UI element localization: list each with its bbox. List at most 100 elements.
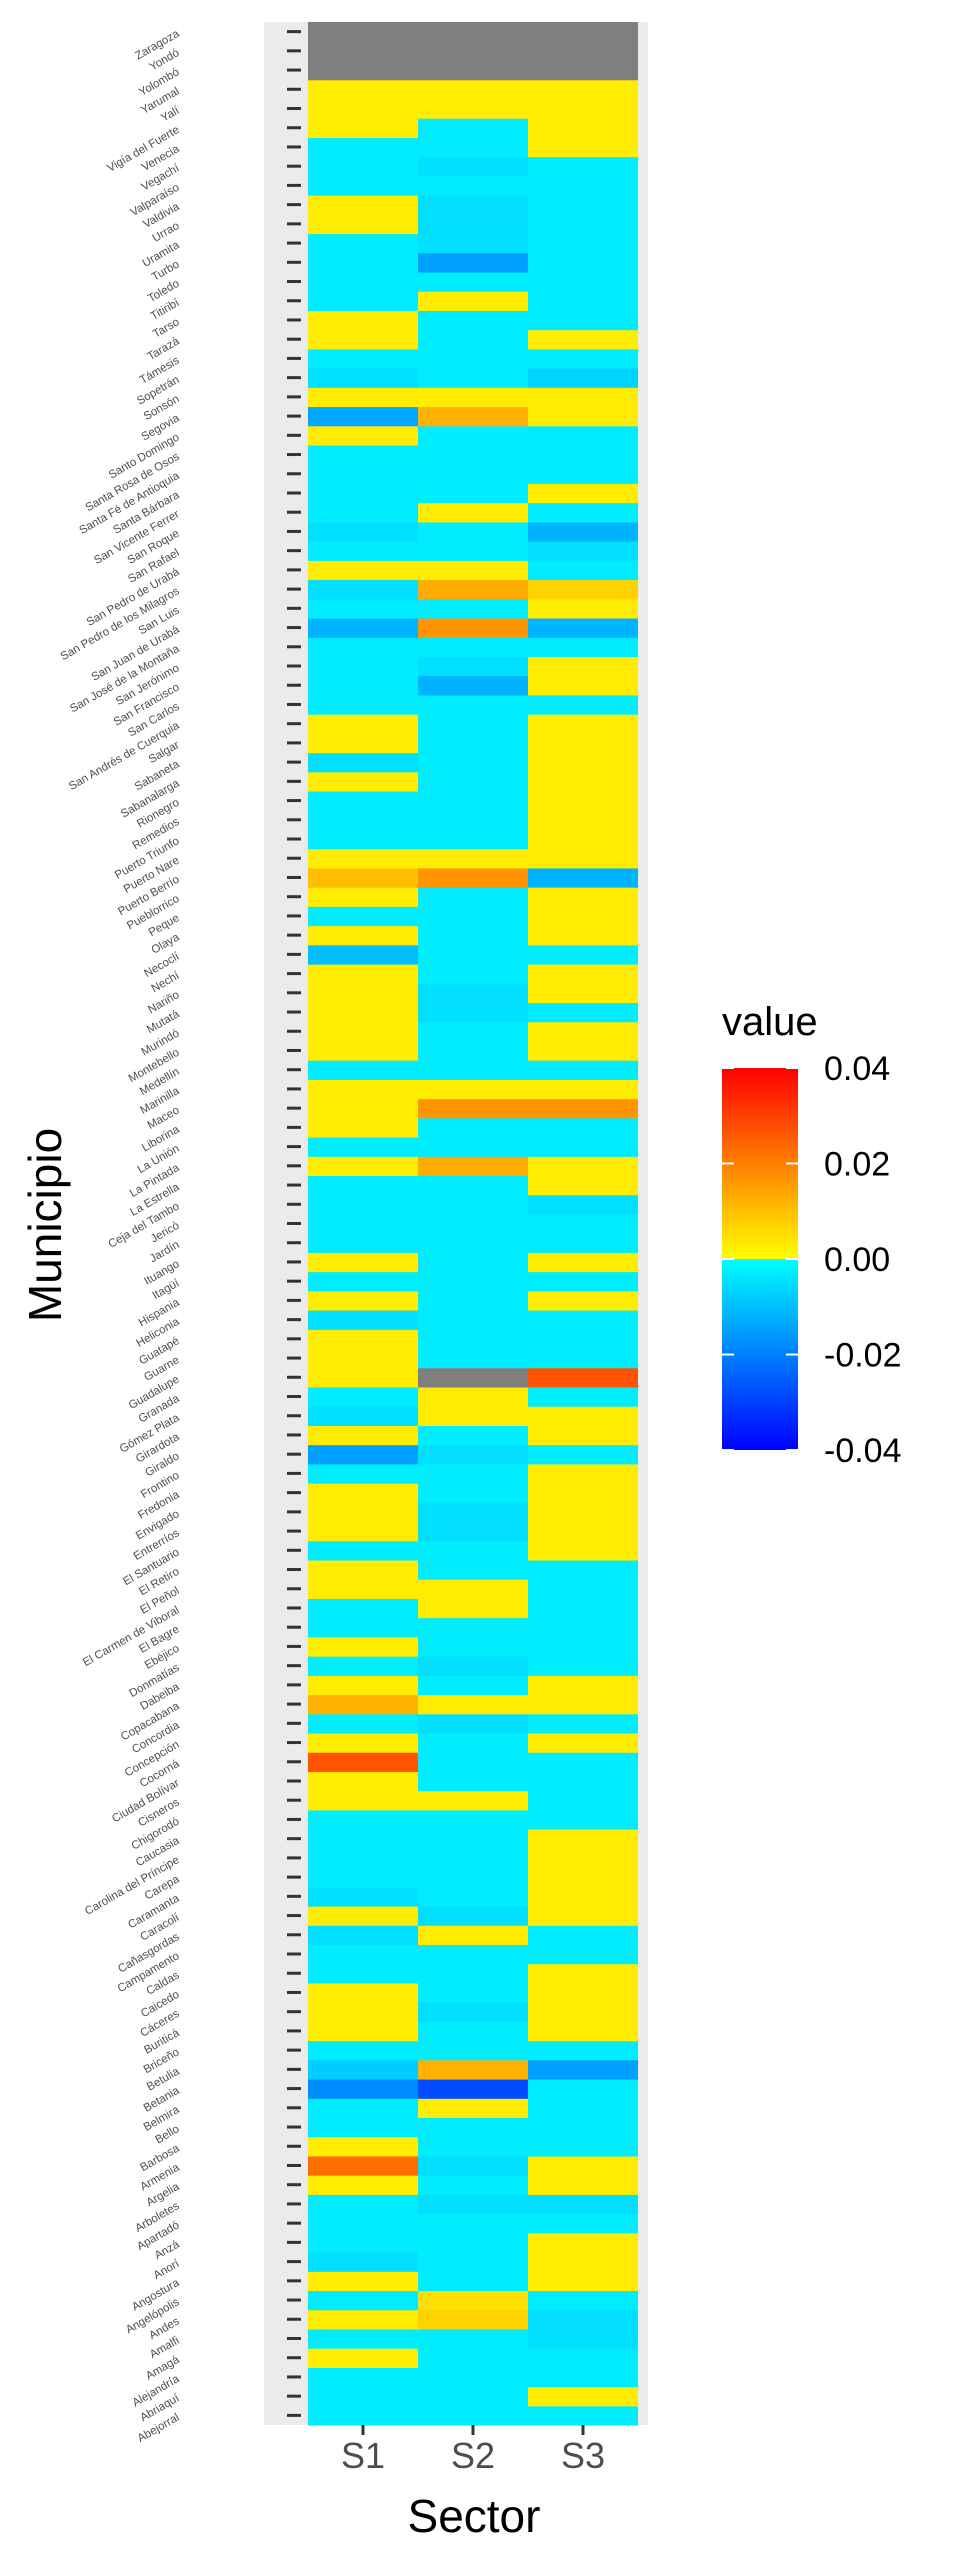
heatmap-cell (418, 1809, 528, 1830)
heatmap-cell (528, 483, 638, 504)
heatmap-cell (418, 2367, 528, 2388)
heatmap-cell (308, 1310, 418, 1330)
heatmap-cell (418, 598, 528, 619)
heatmap-cell (308, 1021, 418, 1042)
heatmap-cell (308, 963, 418, 984)
heatmap-cell (418, 2040, 528, 2061)
heatmap-cell (308, 60, 418, 81)
heatmap-cell (528, 1117, 638, 1138)
heatmap-cell (418, 291, 528, 311)
heatmap-cell (418, 1079, 528, 1100)
heatmap-cell (418, 1463, 528, 1484)
heatmap-cell (528, 829, 638, 850)
heatmap-cell (308, 541, 418, 561)
heatmap-cell (528, 2098, 638, 2119)
heatmap-cell (528, 1829, 638, 1849)
heatmap-cell (528, 2194, 638, 2215)
heatmap-cell (528, 1867, 638, 1888)
heatmap-cell (528, 887, 638, 907)
heatmap-cell (308, 733, 418, 754)
heatmap-cell (528, 637, 638, 657)
heatmap-cell (308, 1867, 418, 1888)
heatmap-cell (308, 1060, 418, 1080)
heatmap-cell (528, 1060, 638, 1080)
heatmap-cell (528, 1656, 638, 1676)
heatmap-cell (308, 906, 418, 927)
heatmap-cell (528, 1636, 638, 1657)
heatmap-cell (418, 675, 528, 696)
heatmap-cell (418, 1444, 528, 1465)
heatmap-cell (308, 2386, 418, 2407)
heatmap-cell (418, 579, 528, 600)
heatmap-cell (418, 733, 528, 754)
heatmap-cell (308, 483, 418, 504)
heatmap-cell (308, 1790, 418, 1811)
heatmap-cell (418, 1502, 528, 1523)
heatmap-cell (418, 348, 528, 369)
heatmap-cell (418, 1982, 528, 2003)
heatmap-cell (308, 79, 418, 100)
heatmap-cell (418, 1636, 528, 1657)
heatmap-cell (418, 2213, 528, 2234)
heatmap-cell (418, 1386, 528, 1407)
heatmap-cell (418, 617, 528, 638)
heatmap-cell (418, 271, 528, 292)
heatmap-cell (418, 1656, 528, 1676)
heatmap-cell (528, 1406, 638, 1426)
heatmap-cell (308, 1175, 418, 1196)
heatmap-cell (528, 2328, 638, 2349)
heatmap-cell (418, 752, 528, 773)
heatmap-cell (528, 1444, 638, 1465)
heatmap-cell (308, 1117, 418, 1138)
heatmap-cell (418, 1694, 528, 1715)
heatmap-cell (418, 829, 528, 850)
heatmap-cell (308, 2194, 418, 2215)
heatmap-cell (308, 2232, 418, 2253)
heatmap-cell (418, 2232, 528, 2253)
heatmap-cell (528, 1579, 638, 1599)
heatmap-cell (308, 1502, 418, 1523)
heatmap-cell (308, 887, 418, 907)
heatmap-cell (308, 406, 418, 427)
heatmap-cell (308, 1636, 418, 1657)
heatmap-cell (528, 1502, 638, 1523)
heatmap-cell (418, 944, 528, 965)
heatmap-cell (418, 1136, 528, 1157)
heatmap-cell (528, 579, 638, 600)
heatmap-cell (308, 464, 418, 484)
heatmap-cell (418, 925, 528, 946)
heatmap-cell (528, 656, 638, 677)
heatmap-cell (528, 79, 638, 100)
y-tick-label: Yalí (159, 104, 182, 124)
heatmap-cell (418, 1617, 528, 1638)
heatmap-cell (308, 2040, 418, 2061)
heatmap-cell (528, 444, 638, 465)
heatmap-cell (308, 656, 418, 677)
heatmap-cell (528, 1944, 638, 1965)
heatmap-cell (308, 598, 418, 619)
heatmap-cell (528, 1425, 638, 1446)
heatmap-cell (308, 291, 418, 311)
heatmap-cell (418, 406, 528, 427)
heatmap-cell (308, 521, 418, 542)
legend-tick-label: -0.02 (824, 1337, 902, 1375)
heatmap-cell (418, 1098, 528, 1119)
heatmap-cell (308, 790, 418, 811)
heatmap-cell (418, 1829, 528, 1849)
heatmap-cell (528, 252, 638, 273)
heatmap-cell (308, 1213, 418, 1234)
heatmap-cell (308, 1444, 418, 1465)
heatmap-cell (528, 2271, 638, 2292)
heatmap-cell (528, 406, 638, 427)
heatmap-cell (418, 2136, 528, 2157)
heatmap-cell (308, 195, 418, 215)
heatmap-cell (528, 2251, 638, 2272)
heatmap-cell (528, 1386, 638, 1407)
heatmap-cell (308, 271, 418, 292)
heatmap-cell (528, 1290, 638, 1311)
heatmap-cell (308, 98, 418, 119)
heatmap-cell (308, 1579, 418, 1599)
heatmap-cell (528, 329, 638, 350)
heatmap-cell (418, 2021, 528, 2042)
heatmap-cell (528, 1310, 638, 1330)
